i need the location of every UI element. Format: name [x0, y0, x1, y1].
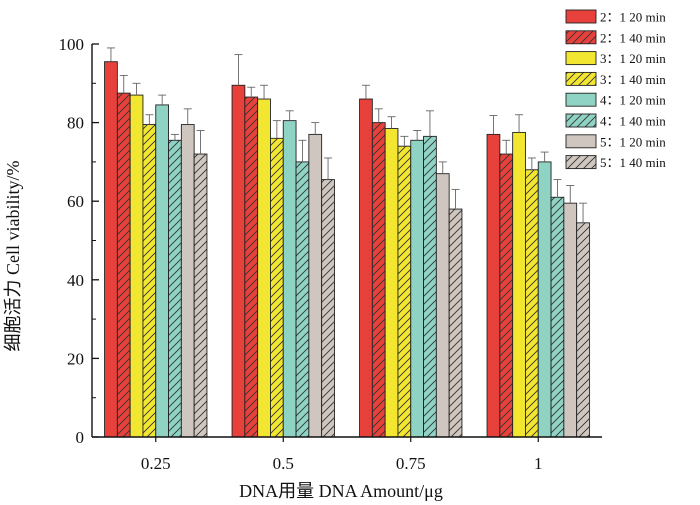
bar-1-0.5	[231, 84, 246, 438]
legend-label: 2：1 40 min	[600, 30, 666, 45]
legend-swatch	[565, 92, 597, 107]
bar-6-0.25	[168, 139, 182, 438]
bar-4-1	[525, 169, 539, 438]
bar-8-0.25	[193, 153, 208, 438]
bar-2-0.25	[116, 92, 131, 438]
bar-4-0.5	[270, 137, 284, 438]
bar-7-0.5	[308, 133, 323, 438]
bar-2-0.5	[244, 96, 259, 438]
x-tick-label: 1	[534, 454, 543, 473]
bar-5-0.75	[410, 139, 425, 438]
bar-4-0.75	[397, 145, 412, 438]
bar-1-0.75	[359, 98, 373, 438]
bar-7-1	[563, 202, 578, 438]
bar-5-1	[537, 161, 552, 438]
bar-5-0.5	[282, 120, 297, 438]
legend-label: 4：1 20 min	[600, 93, 666, 108]
y-tick-label: 60	[67, 192, 84, 211]
legend-label: 5：1 20 min	[600, 134, 666, 149]
bars-layer	[104, 47, 590, 438]
legend-label: 5：1 40 min	[600, 155, 666, 170]
bar-6-0.5	[295, 161, 310, 438]
bar-3-0.5	[257, 98, 271, 438]
x-tick-label: 0.5	[273, 454, 294, 473]
legend-swatch	[565, 113, 597, 128]
bar-3-0.75	[384, 128, 399, 438]
bar-8-1	[576, 222, 590, 438]
y-tick-label: 20	[67, 349, 84, 368]
legend-swatch	[565, 51, 597, 66]
bar-7-0.25	[180, 124, 195, 438]
legend-label: 3：1 40 min	[600, 72, 666, 87]
legend-swatch	[565, 9, 597, 24]
legend-label: 2：1 20 min	[600, 10, 666, 25]
y-axis-title: 细胞活力 Cell viability/%	[3, 161, 23, 352]
y-tick-label: 100	[59, 35, 85, 54]
y-tick-label: 0	[76, 428, 85, 447]
bar-3-0.25	[129, 94, 144, 438]
bar-8-0.5	[321, 179, 335, 438]
axes-layer: 0 20 40 60 80 100 0.25 0.5 0.75 1	[59, 35, 602, 473]
bar-8-0.75	[448, 208, 463, 438]
x-axis-title: DNA用量 DNA Amount/μg	[239, 481, 443, 501]
bar-7-0.75	[435, 173, 450, 438]
bar-3-1	[512, 131, 526, 438]
bar-6-1	[550, 196, 565, 438]
x-tick-label: 0.25	[141, 454, 171, 473]
legend-label: 3：1 20 min	[600, 51, 666, 66]
bar-2-1	[499, 153, 514, 438]
x-tick-label: 0.75	[396, 454, 426, 473]
bar-5-0.25	[155, 104, 170, 438]
legend-swatch	[565, 155, 597, 170]
bar-1-0.25	[104, 61, 118, 438]
bar-6-0.75	[423, 135, 437, 438]
legend-swatch	[565, 30, 597, 45]
legend-swatch	[565, 71, 597, 86]
legend: 2：1 20 min 2：1 40 min 3：1 20 min 3：1 40 min…	[565, 9, 666, 170]
bar-1-1	[486, 133, 501, 438]
bar-2-0.75	[371, 122, 386, 438]
legend-label: 4：1 40 min	[600, 114, 666, 129]
bar-4-0.25	[142, 124, 157, 438]
y-tick-label: 80	[67, 114, 84, 133]
legend-swatch	[565, 134, 597, 149]
y-tick-label: 40	[67, 271, 84, 290]
